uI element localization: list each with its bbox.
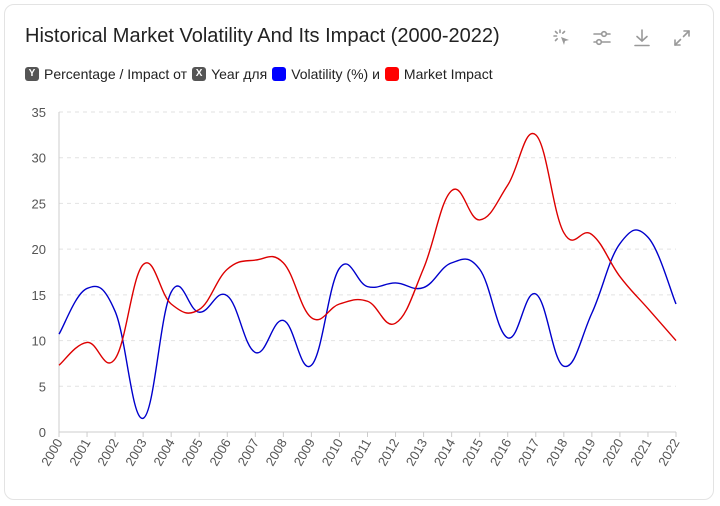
x-tick-label: 2018	[543, 436, 570, 469]
series-line-market-impact	[58, 132, 677, 366]
legend-item-volatility[interactable]: Volatility (%) и	[272, 66, 380, 82]
x-tick-label: 2012	[375, 436, 402, 469]
y-tick-label: 15	[32, 288, 46, 303]
legend-swatch-volatility	[272, 67, 287, 81]
y-tick-label: 30	[32, 151, 46, 166]
y-tick-label: 10	[32, 334, 46, 349]
legend-item-y[interactable]: Y Percentage / Impact от	[25, 66, 187, 82]
legend-swatch-impact	[384, 67, 399, 81]
legend-item-impact[interactable]: Market Impact	[384, 66, 493, 82]
x-tick-label: 2021	[627, 436, 654, 469]
x-tick-label: 2016	[487, 436, 514, 469]
y-tick-label: 20	[32, 242, 46, 257]
legend-item-x[interactable]: X Year для	[192, 66, 267, 82]
legend-label-volatility: Volatility (%) и	[291, 66, 380, 82]
y-tick-label: 25	[32, 196, 46, 211]
x-tick-label: 2009	[291, 436, 318, 469]
x-tick-label: 2014	[431, 436, 458, 469]
x-tick-label: 2022	[655, 436, 682, 469]
x-tick-label: 2010	[319, 436, 346, 469]
x-tick-label: 2002	[94, 436, 121, 469]
y-tick-label: 35	[32, 105, 46, 120]
x-tick-label: 2008	[263, 436, 290, 469]
x-tick-label: 2004	[150, 436, 177, 469]
legend-swatch-y: Y	[25, 67, 39, 81]
legend-label-impact: Market Impact	[403, 66, 493, 82]
chart-toolbar	[551, 27, 693, 49]
x-tick-label: 2011	[347, 436, 374, 468]
x-tick-label: 2019	[571, 436, 598, 469]
y-tick-label: 5	[39, 379, 46, 394]
expand-icon[interactable]	[671, 27, 693, 49]
chart-card: Historical Market Volatility And Its Imp…	[4, 4, 714, 500]
select-icon[interactable]	[551, 27, 573, 49]
chart-title: Historical Market Volatility And Its Imp…	[25, 25, 500, 47]
series-line-volatility	[58, 229, 677, 419]
x-tick-label: 2017	[515, 436, 542, 469]
legend-label-y: Percentage / Impact от	[44, 66, 188, 82]
x-tick-label: 2007	[234, 436, 261, 469]
x-tick-label: 2006	[206, 436, 233, 469]
legend-swatch-x: X	[192, 67, 207, 81]
x-tick-label: 2015	[459, 436, 486, 469]
x-tick-label: 2020	[599, 436, 626, 469]
chart-legend: Y Percentage / Impact от X Year для Vola…	[25, 66, 498, 82]
x-tick-label: 2001	[66, 436, 93, 469]
x-tick-label: 2005	[178, 436, 205, 469]
x-tick-label: 2013	[403, 436, 430, 469]
y-tick-label: 0	[39, 425, 46, 440]
x-tick-label: 2003	[122, 436, 149, 469]
legend-label-x: Year для	[211, 66, 268, 82]
adjust-icon[interactable]	[591, 27, 613, 49]
download-icon[interactable]	[631, 27, 653, 49]
x-tick-label: 2000	[38, 436, 65, 469]
